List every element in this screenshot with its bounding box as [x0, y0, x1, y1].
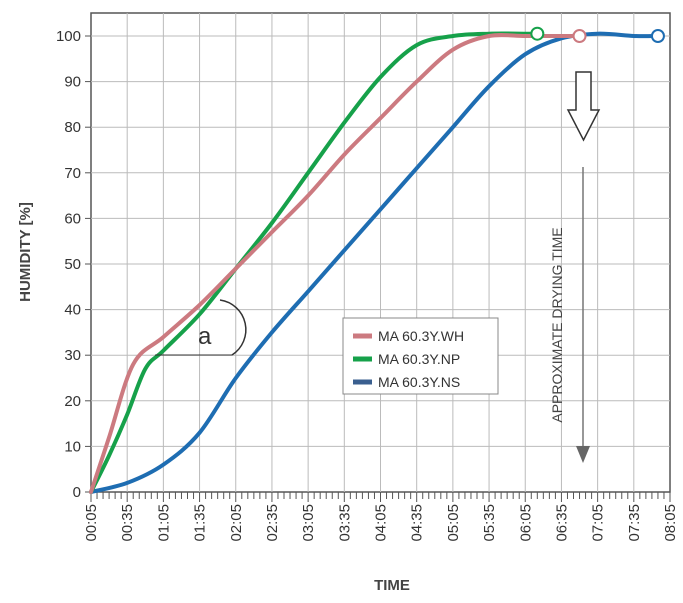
x-tick-label: 08:05: [662, 504, 679, 542]
series-lines: [89, 31, 660, 494]
series-line-1: [89, 32, 582, 494]
x-tick-label: 00:05: [83, 504, 100, 542]
x-tick-label: 03:35: [336, 504, 353, 542]
x-axis-title: TIME: [374, 577, 410, 594]
y-tick-label: 100: [56, 28, 81, 45]
end-markers: [530, 26, 665, 43]
x-tick-label: 03:05: [300, 504, 317, 542]
y-tick-label: 30: [64, 347, 81, 364]
y-axis-title: HUMIDITY [%]: [17, 202, 34, 302]
x-tick-label: 06:05: [517, 504, 534, 542]
x-tick-label: 05:05: [445, 504, 462, 542]
angle-annotation: a: [155, 299, 247, 356]
y-tick-label: 50: [64, 256, 81, 273]
y-tick-labels: 0 10 20 30 40 50 60 70 80 90 100: [56, 28, 81, 501]
grid: [85, 13, 670, 493]
y-tick-label: 20: [64, 393, 81, 410]
x-tick-label: 05:35: [481, 504, 498, 542]
legend-label-ns: MA 60.3Y.NS: [378, 374, 460, 390]
angle-label: a: [198, 323, 212, 350]
end-marker-1: [572, 29, 587, 43]
x-tick-label: 07:05: [590, 504, 607, 542]
y-tick-label: 90: [64, 74, 81, 91]
x-tick-labels: 00:05 00:35 01:05 01:35 02:05 02:35 03:05 03:35…: [83, 504, 679, 542]
y-tick-label: 70: [64, 165, 81, 182]
legend-label-wh: MA 60.3Y.WH: [378, 328, 464, 344]
x-tick-label: 02:05: [228, 504, 245, 542]
legend: MA 60.3Y.WH MA 60.3Y.NP MA 60.3Y.NS: [342, 317, 499, 395]
x-tick-label: 01:05: [155, 504, 172, 542]
y-tick-label: 80: [64, 119, 81, 136]
x-tick-label: 07:35: [626, 504, 643, 542]
x-tick-label: 01:35: [192, 504, 209, 542]
x-tick-label: 04:35: [409, 504, 426, 542]
drying-time-arrow-head-icon: [576, 446, 590, 463]
series-line-2: [89, 31, 540, 494]
y-tick-label: 40: [64, 302, 81, 319]
end-marker-3: [650, 29, 665, 43]
y-tick-label: 10: [64, 438, 81, 455]
x-tick-label: 04:05: [373, 504, 390, 542]
x-tick-label: 06:35: [553, 504, 570, 542]
hollow-down-arrow-icon: [566, 71, 601, 142]
x-tick-label: 00:35: [119, 504, 136, 542]
drying-time-label: APPROXIMATE DRYING TIME: [549, 227, 565, 422]
y-tick-label: 0: [73, 484, 81, 501]
end-marker-2: [530, 26, 545, 41]
minor-ticks: [90, 492, 671, 502]
drying-time-annotation: APPROXIMATE DRYING TIME: [549, 71, 601, 463]
angle-arc: [219, 299, 247, 356]
x-tick-label: 02:35: [264, 504, 281, 542]
legend-label-np: MA 60.3Y.NP: [378, 351, 460, 367]
y-tick-label: 60: [64, 210, 81, 227]
